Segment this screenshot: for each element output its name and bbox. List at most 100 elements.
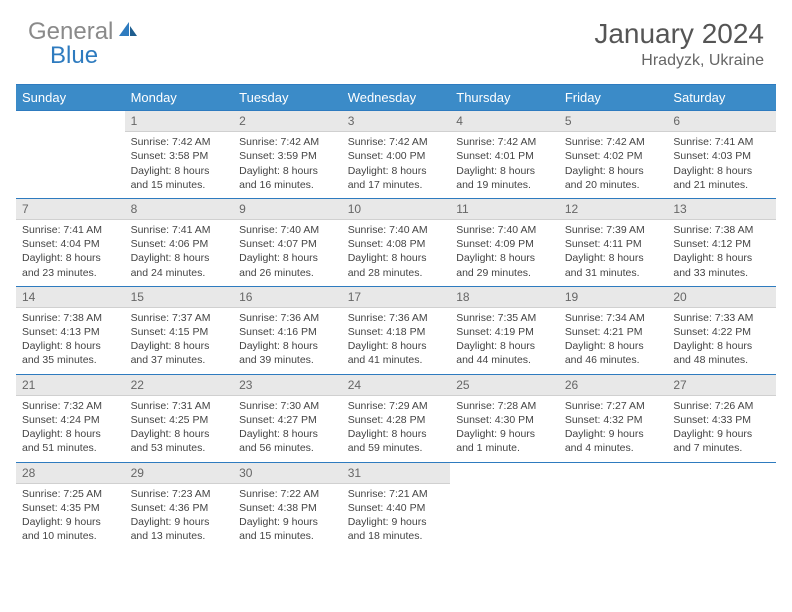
- weekday-header: Sunday: [16, 85, 125, 111]
- day-number: 13: [667, 199, 776, 220]
- calendar-day-cell: 7 Sunrise: 7:41 AMSunset: 4:04 PMDaylight…: [16, 198, 125, 286]
- day-details: Sunrise: 7:38 AMSunset: 4:13 PMDaylight:…: [20, 311, 121, 368]
- day-details: Sunrise: 7:28 AMSunset: 4:30 PMDaylight:…: [454, 399, 555, 456]
- day-number: 29: [125, 463, 234, 484]
- calendar-day-cell: 27 Sunrise: 7:26 AMSunset: 4:33 PMDayligh…: [667, 374, 776, 462]
- calendar-week-row: 14 Sunrise: 7:38 AMSunset: 4:13 PMDayligh…: [16, 286, 776, 374]
- weekday-header: Tuesday: [233, 85, 342, 111]
- day-details: Sunrise: 7:33 AMSunset: 4:22 PMDaylight:…: [671, 311, 772, 368]
- weekday-header: Wednesday: [342, 85, 451, 111]
- day-details: Sunrise: 7:30 AMSunset: 4:27 PMDaylight:…: [237, 399, 338, 456]
- day-details: Sunrise: 7:29 AMSunset: 4:28 PMDaylight:…: [346, 399, 447, 456]
- day-number: 19: [559, 287, 668, 308]
- day-number: 24: [342, 375, 451, 396]
- day-details: Sunrise: 7:23 AMSunset: 4:36 PMDaylight:…: [129, 487, 230, 544]
- day-details: Sunrise: 7:42 AMSunset: 4:00 PMDaylight:…: [346, 135, 447, 192]
- calendar-day-cell: 24 Sunrise: 7:29 AMSunset: 4:28 PMDayligh…: [342, 374, 451, 462]
- weekday-header-row: SundayMondayTuesdayWednesdayThursdayFrid…: [16, 85, 776, 111]
- calendar-day-cell: 29 Sunrise: 7:23 AMSunset: 4:36 PMDayligh…: [125, 462, 234, 549]
- day-number: 22: [125, 375, 234, 396]
- day-details: Sunrise: 7:42 AMSunset: 3:58 PMDaylight:…: [129, 135, 230, 192]
- calendar-table: SundayMondayTuesdayWednesdayThursdayFrid…: [16, 84, 776, 549]
- calendar-empty-cell: [16, 111, 125, 199]
- calendar-day-cell: 3 Sunrise: 7:42 AMSunset: 4:00 PMDaylight…: [342, 111, 451, 199]
- title-block: January 2024 Hradyzk, Ukraine: [594, 18, 764, 70]
- brand-logo: General Blue: [28, 18, 141, 46]
- calendar-day-cell: 11 Sunrise: 7:40 AMSunset: 4:09 PMDayligh…: [450, 198, 559, 286]
- day-details: Sunrise: 7:41 AMSunset: 4:03 PMDaylight:…: [671, 135, 772, 192]
- day-details: Sunrise: 7:40 AMSunset: 4:08 PMDaylight:…: [346, 223, 447, 280]
- day-number: 26: [559, 375, 668, 396]
- day-details: Sunrise: 7:25 AMSunset: 4:35 PMDaylight:…: [20, 487, 121, 544]
- day-details: Sunrise: 7:37 AMSunset: 4:15 PMDaylight:…: [129, 311, 230, 368]
- month-title: January 2024: [594, 18, 764, 50]
- calendar-day-cell: 14 Sunrise: 7:38 AMSunset: 4:13 PMDayligh…: [16, 286, 125, 374]
- calendar-day-cell: 26Sunrise: 7:27 AMSunset: 4:32 PMDayligh…: [559, 374, 668, 462]
- day-number: 18: [450, 287, 559, 308]
- calendar-day-cell: 5Sunrise: 7:42 AMSunset: 4:02 PMDaylight…: [559, 111, 668, 199]
- weekday-header: Monday: [125, 85, 234, 111]
- day-number: 12: [559, 199, 668, 220]
- calendar-day-cell: 22 Sunrise: 7:31 AMSunset: 4:25 PMDayligh…: [125, 374, 234, 462]
- calendar-empty-cell: [667, 462, 776, 549]
- day-details: Sunrise: 7:42 AMSunset: 3:59 PMDaylight:…: [237, 135, 338, 192]
- day-details: Sunrise: 7:42 AMSunset: 4:01 PMDaylight:…: [454, 135, 555, 192]
- weekday-header: Friday: [559, 85, 668, 111]
- day-number: 30: [233, 463, 342, 484]
- day-number: 6: [667, 111, 776, 132]
- day-details: Sunrise: 7:41 AMSunset: 4:04 PMDaylight:…: [20, 223, 121, 280]
- day-number: 11: [450, 199, 559, 220]
- calendar-day-cell: 9Sunrise: 7:40 AMSunset: 4:07 PMDaylight…: [233, 198, 342, 286]
- calendar-day-cell: 1 Sunrise: 7:42 AMSunset: 3:58 PMDaylight…: [125, 111, 234, 199]
- calendar-body: 1 Sunrise: 7:42 AMSunset: 3:58 PMDaylight…: [16, 111, 776, 550]
- calendar-day-cell: 12 Sunrise: 7:39 AMSunset: 4:11 PMDayligh…: [559, 198, 668, 286]
- calendar-day-cell: 21Sunrise: 7:32 AMSunset: 4:24 PMDayligh…: [16, 374, 125, 462]
- day-details: Sunrise: 7:40 AMSunset: 4:09 PMDaylight:…: [454, 223, 555, 280]
- calendar-day-cell: 20Sunrise: 7:33 AMSunset: 4:22 PMDayligh…: [667, 286, 776, 374]
- calendar-day-cell: 8 Sunrise: 7:41 AMSunset: 4:06 PMDaylight…: [125, 198, 234, 286]
- location-label: Hradyzk, Ukraine: [594, 52, 764, 70]
- calendar-week-row: 1 Sunrise: 7:42 AMSunset: 3:58 PMDaylight…: [16, 111, 776, 199]
- day-details: Sunrise: 7:31 AMSunset: 4:25 PMDaylight:…: [129, 399, 230, 456]
- day-number: 1: [125, 111, 234, 132]
- day-number: 27: [667, 375, 776, 396]
- day-number: 2: [233, 111, 342, 132]
- day-number: 23: [233, 375, 342, 396]
- calendar-week-row: 21Sunrise: 7:32 AMSunset: 4:24 PMDayligh…: [16, 374, 776, 462]
- weekday-header: Saturday: [667, 85, 776, 111]
- calendar-day-cell: 25 Sunrise: 7:28 AMSunset: 4:30 PMDayligh…: [450, 374, 559, 462]
- calendar-week-row: 28 Sunrise: 7:25 AMSunset: 4:35 PMDayligh…: [16, 462, 776, 549]
- day-number: 3: [342, 111, 451, 132]
- calendar-empty-cell: [450, 462, 559, 549]
- day-details: Sunrise: 7:36 AMSunset: 4:18 PMDaylight:…: [346, 311, 447, 368]
- day-details: Sunrise: 7:42 AMSunset: 4:02 PMDaylight:…: [563, 135, 664, 192]
- brand-part2: Blue: [50, 42, 98, 70]
- day-details: Sunrise: 7:34 AMSunset: 4:21 PMDaylight:…: [563, 311, 664, 368]
- day-details: Sunrise: 7:26 AMSunset: 4:33 PMDaylight:…: [671, 399, 772, 456]
- calendar-day-cell: 19 Sunrise: 7:34 AMSunset: 4:21 PMDayligh…: [559, 286, 668, 374]
- day-number: 28: [16, 463, 125, 484]
- day-details: Sunrise: 7:40 AMSunset: 4:07 PMDaylight:…: [237, 223, 338, 280]
- calendar-empty-cell: [559, 462, 668, 549]
- day-number: 15: [125, 287, 234, 308]
- day-details: Sunrise: 7:41 AMSunset: 4:06 PMDaylight:…: [129, 223, 230, 280]
- calendar-day-cell: 31Sunrise: 7:21 AMSunset: 4:40 PMDayligh…: [342, 462, 451, 549]
- sail-icon: [117, 20, 139, 45]
- day-number: 8: [125, 199, 234, 220]
- calendar-day-cell: 30 Sunrise: 7:22 AMSunset: 4:38 PMDayligh…: [233, 462, 342, 549]
- calendar-day-cell: 16Sunrise: 7:36 AMSunset: 4:16 PMDayligh…: [233, 286, 342, 374]
- day-details: Sunrise: 7:36 AMSunset: 4:16 PMDaylight:…: [237, 311, 338, 368]
- calendar-day-cell: 17Sunrise: 7:36 AMSunset: 4:18 PMDayligh…: [342, 286, 451, 374]
- day-number: 7: [16, 199, 125, 220]
- day-number: 31: [342, 463, 451, 484]
- day-details: Sunrise: 7:22 AMSunset: 4:38 PMDaylight:…: [237, 487, 338, 544]
- day-number: 25: [450, 375, 559, 396]
- calendar-day-cell: 23 Sunrise: 7:30 AMSunset: 4:27 PMDayligh…: [233, 374, 342, 462]
- calendar-day-cell: 4Sunrise: 7:42 AMSunset: 4:01 PMDaylight…: [450, 111, 559, 199]
- calendar-week-row: 7 Sunrise: 7:41 AMSunset: 4:04 PMDaylight…: [16, 198, 776, 286]
- day-number: 14: [16, 287, 125, 308]
- page-header: General Blue January 2024 Hradyzk, Ukrai…: [0, 0, 792, 78]
- day-details: Sunrise: 7:38 AMSunset: 4:12 PMDaylight:…: [671, 223, 772, 280]
- day-details: Sunrise: 7:39 AMSunset: 4:11 PMDaylight:…: [563, 223, 664, 280]
- day-number: 10: [342, 199, 451, 220]
